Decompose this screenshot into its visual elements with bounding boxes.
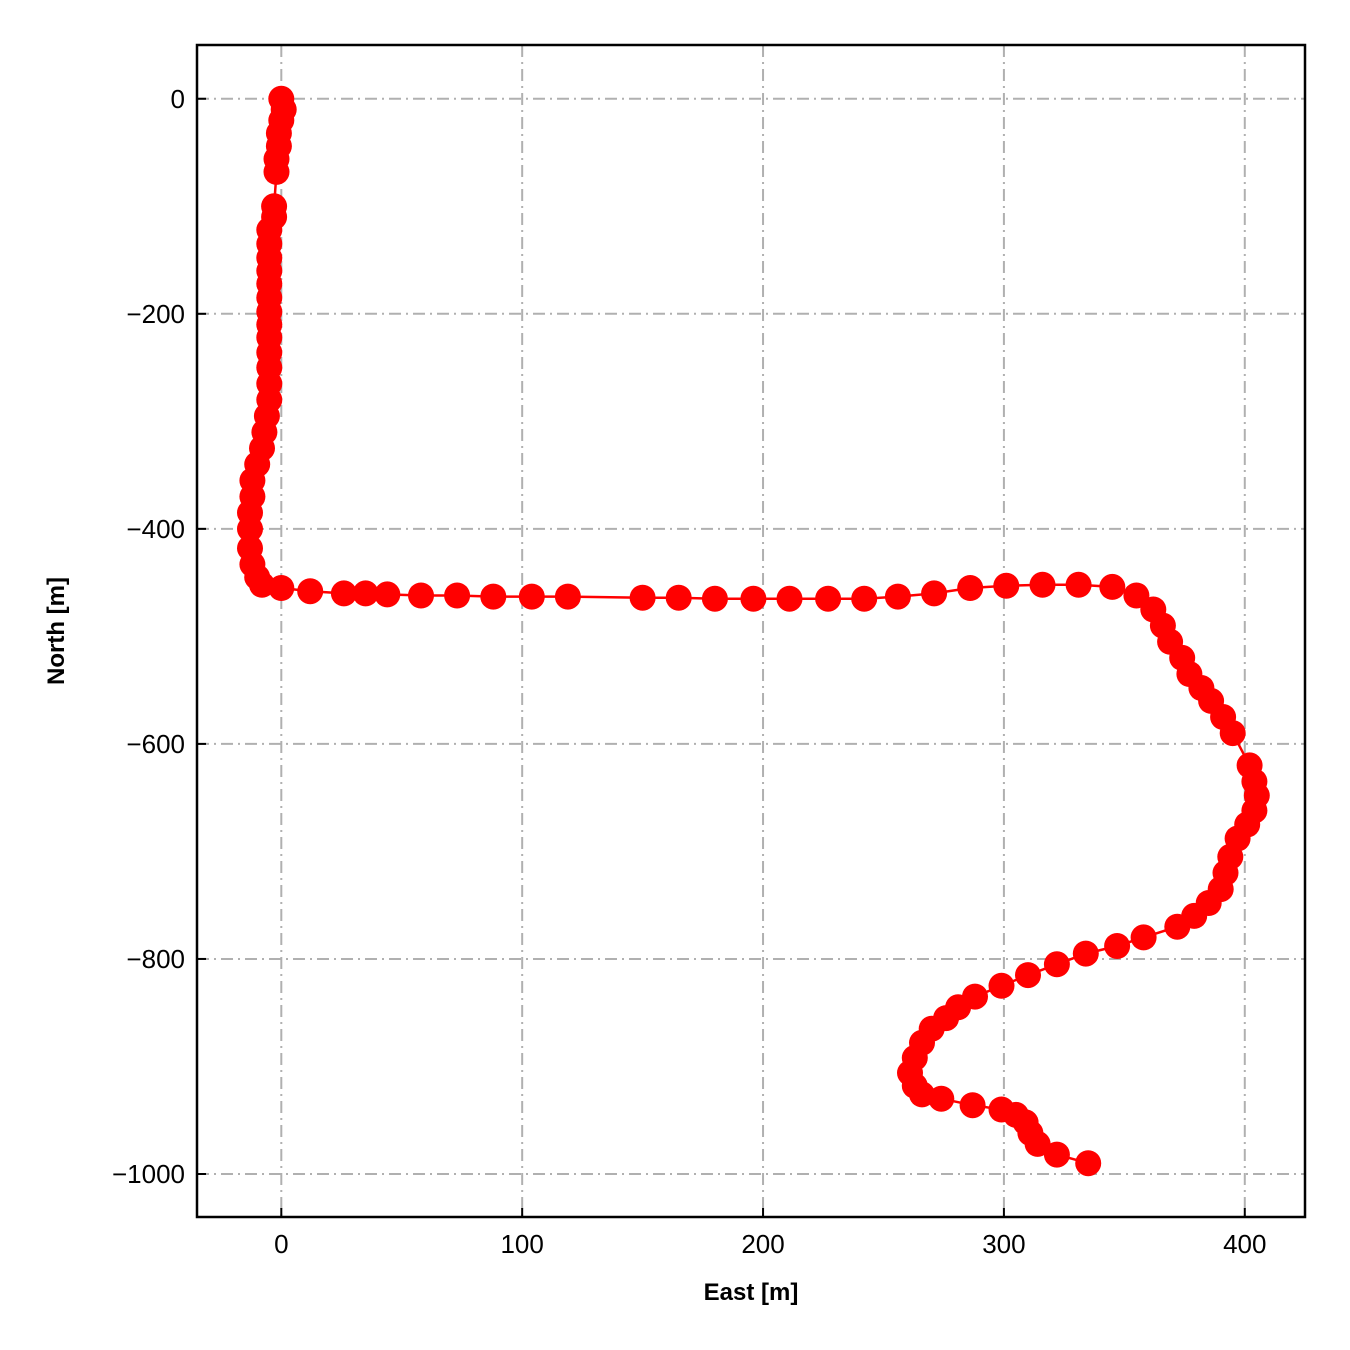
data-point — [1075, 1150, 1102, 1177]
data-point — [1065, 571, 1092, 598]
data-point — [665, 584, 692, 611]
x-tick-label: 0 — [274, 1229, 288, 1259]
y-axis-title: North [m] — [43, 577, 70, 685]
x-axis-title: East [m] — [704, 1279, 799, 1306]
data-point — [330, 580, 357, 607]
data-point — [268, 575, 295, 601]
data-point — [374, 581, 401, 608]
data-point — [480, 583, 507, 610]
data-point — [959, 1092, 986, 1119]
data-point — [921, 580, 948, 607]
data-point — [1043, 951, 1070, 978]
data-point — [249, 571, 275, 598]
data-point — [740, 585, 767, 612]
data-point — [629, 584, 656, 611]
grid-lines — [197, 45, 1305, 1217]
data-point — [1043, 1141, 1070, 1168]
data-point — [518, 583, 545, 610]
data-point — [1104, 933, 1131, 959]
y-tick-label: 0 — [171, 84, 185, 114]
x-tick-label: 200 — [741, 1229, 784, 1259]
data-point — [1130, 924, 1157, 951]
data-point — [988, 972, 1015, 999]
data-point — [815, 585, 842, 612]
data-point — [957, 575, 984, 601]
data-point — [1219, 720, 1246, 747]
y-tick-label: −400 — [126, 514, 185, 544]
data-point — [352, 580, 379, 607]
data-point — [297, 578, 324, 605]
data-point — [554, 583, 581, 610]
data-point — [928, 1085, 955, 1112]
data-point — [1024, 1130, 1051, 1157]
y-tick-label: −1000 — [112, 1159, 185, 1189]
data-point — [408, 582, 434, 609]
axis-ticks: 0 100 200 300 400 0 −200 −400 −600 −800 −1000 — [112, 84, 1267, 1259]
x-tick-label: 300 — [982, 1229, 1025, 1259]
data-point — [444, 582, 471, 609]
data-point — [1015, 962, 1041, 989]
data-point — [1099, 573, 1126, 600]
y-tick-label: −600 — [126, 729, 185, 759]
plot-area-frame — [195, 43, 1307, 1219]
data-point — [237, 515, 263, 542]
x-tick-label: 100 — [500, 1229, 543, 1259]
data-point — [884, 583, 911, 610]
data-point — [776, 585, 803, 612]
y-tick-label: −200 — [126, 299, 185, 329]
series-path — [237, 85, 1270, 1177]
data-point — [1072, 940, 1099, 967]
data-point — [263, 158, 290, 185]
data-point — [993, 572, 1020, 599]
data-point — [701, 585, 728, 612]
data-point — [851, 585, 878, 612]
x-tick-label: 400 — [1223, 1229, 1266, 1259]
y-tick-label: −800 — [126, 944, 185, 974]
data-point — [1164, 913, 1191, 940]
data-point — [1029, 571, 1056, 598]
